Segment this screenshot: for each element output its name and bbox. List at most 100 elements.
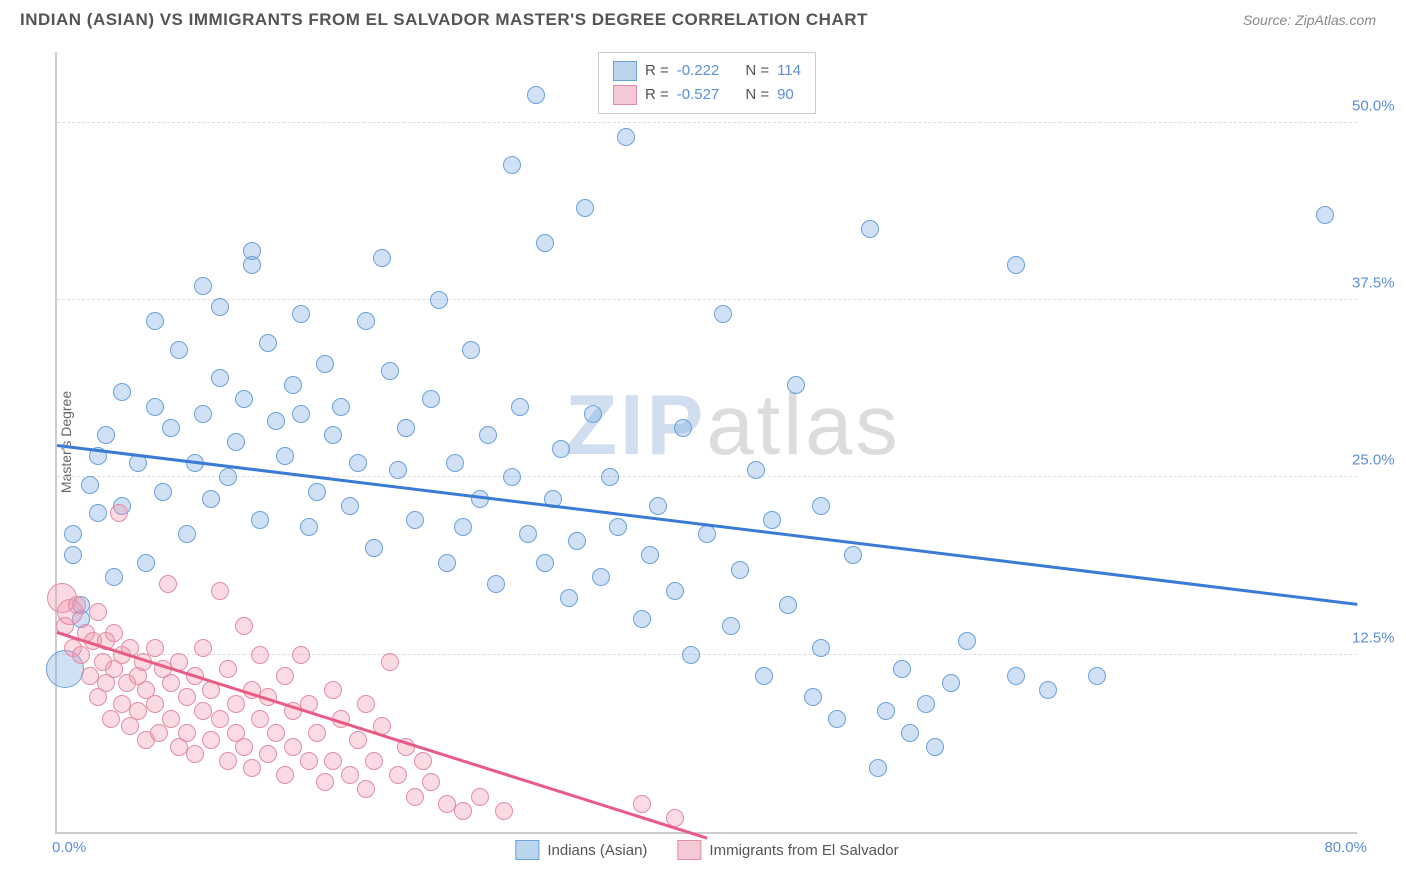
data-point: [211, 369, 229, 387]
data-point: [462, 341, 480, 359]
n-value-pink: 90: [777, 83, 794, 107]
data-point: [292, 646, 310, 664]
data-point: [154, 483, 172, 501]
data-point: [487, 575, 505, 593]
data-point: [503, 468, 521, 486]
y-tick-label: 12.5%: [1352, 629, 1406, 646]
data-point: [812, 639, 830, 657]
chart-title: INDIAN (ASIAN) VS IMMIGRANTS FROM EL SAL…: [20, 10, 868, 30]
grid-line: [57, 476, 1357, 477]
data-point: [211, 710, 229, 728]
n-label: N =: [745, 83, 769, 107]
scatter-chart: Master's Degree ZIPatlas R = -0.222 N = …: [55, 52, 1355, 832]
data-point: [110, 504, 128, 522]
data-point: [755, 667, 773, 685]
data-point: [560, 589, 578, 607]
swatch-blue: [613, 61, 637, 81]
data-point: [105, 624, 123, 642]
data-point: [235, 390, 253, 408]
data-point: [674, 419, 692, 437]
data-point: [828, 710, 846, 728]
data-point: [592, 568, 610, 586]
data-point: [89, 603, 107, 621]
data-point: [779, 596, 797, 614]
data-point: [186, 745, 204, 763]
data-point: [511, 398, 529, 416]
data-point: [942, 674, 960, 692]
data-point: [146, 695, 164, 713]
data-point: [869, 759, 887, 777]
data-point: [113, 383, 131, 401]
data-point: [332, 398, 350, 416]
plot-area: ZIPatlas R = -0.222 N = 114 R = -0.527 N…: [55, 52, 1357, 834]
data-point: [527, 86, 545, 104]
correlation-row-blue: R = -0.222 N = 114: [613, 59, 801, 83]
data-point: [276, 766, 294, 784]
data-point: [406, 511, 424, 529]
chart-header: INDIAN (ASIAN) VS IMMIGRANTS FROM EL SAL…: [0, 0, 1406, 30]
data-point: [552, 440, 570, 458]
data-point: [146, 639, 164, 657]
data-point: [722, 617, 740, 635]
data-point: [438, 554, 456, 572]
data-point: [276, 667, 294, 685]
legend-label-pink: Immigrants from El Salvador: [709, 842, 898, 859]
data-point: [178, 724, 196, 742]
data-point: [479, 426, 497, 444]
data-point: [162, 710, 180, 728]
data-point: [397, 419, 415, 437]
data-point: [601, 468, 619, 486]
data-point: [714, 305, 732, 323]
data-point: [324, 681, 342, 699]
data-point: [641, 546, 659, 564]
data-point: [787, 376, 805, 394]
data-point: [381, 653, 399, 671]
data-point: [194, 639, 212, 657]
data-point: [146, 398, 164, 416]
data-point: [64, 546, 82, 564]
data-point: [178, 525, 196, 543]
n-label: N =: [745, 59, 769, 83]
legend-label-blue: Indians (Asian): [547, 842, 647, 859]
data-point: [64, 525, 82, 543]
data-point: [414, 752, 432, 770]
data-point: [454, 518, 472, 536]
data-point: [227, 695, 245, 713]
data-point: [235, 617, 253, 635]
data-point: [536, 234, 554, 252]
grid-line: [57, 299, 1357, 300]
data-point: [381, 362, 399, 380]
r-value-blue: -0.222: [677, 59, 720, 83]
data-point: [430, 291, 448, 309]
data-point: [349, 731, 367, 749]
data-point: [389, 461, 407, 479]
data-point: [251, 646, 269, 664]
data-point: [219, 468, 237, 486]
data-point: [276, 447, 294, 465]
data-point: [243, 759, 261, 777]
watermark-atlas: atlas: [706, 378, 901, 473]
swatch-blue: [515, 840, 539, 860]
y-tick-label: 50.0%: [1352, 97, 1406, 114]
data-point: [300, 752, 318, 770]
data-point: [373, 249, 391, 267]
data-point: [471, 788, 489, 806]
data-point: [235, 738, 253, 756]
data-point: [958, 632, 976, 650]
data-point: [341, 497, 359, 515]
data-point: [568, 532, 586, 550]
data-point: [633, 610, 651, 628]
data-point: [926, 738, 944, 756]
data-point: [243, 242, 261, 260]
data-point: [666, 582, 684, 600]
data-point: [357, 312, 375, 330]
data-point: [68, 596, 86, 614]
grid-line: [57, 122, 1357, 123]
r-value-pink: -0.527: [677, 83, 720, 107]
data-point: [917, 695, 935, 713]
data-point: [1316, 206, 1334, 224]
data-point: [178, 688, 196, 706]
data-point: [284, 738, 302, 756]
data-point: [422, 773, 440, 791]
data-point: [162, 419, 180, 437]
